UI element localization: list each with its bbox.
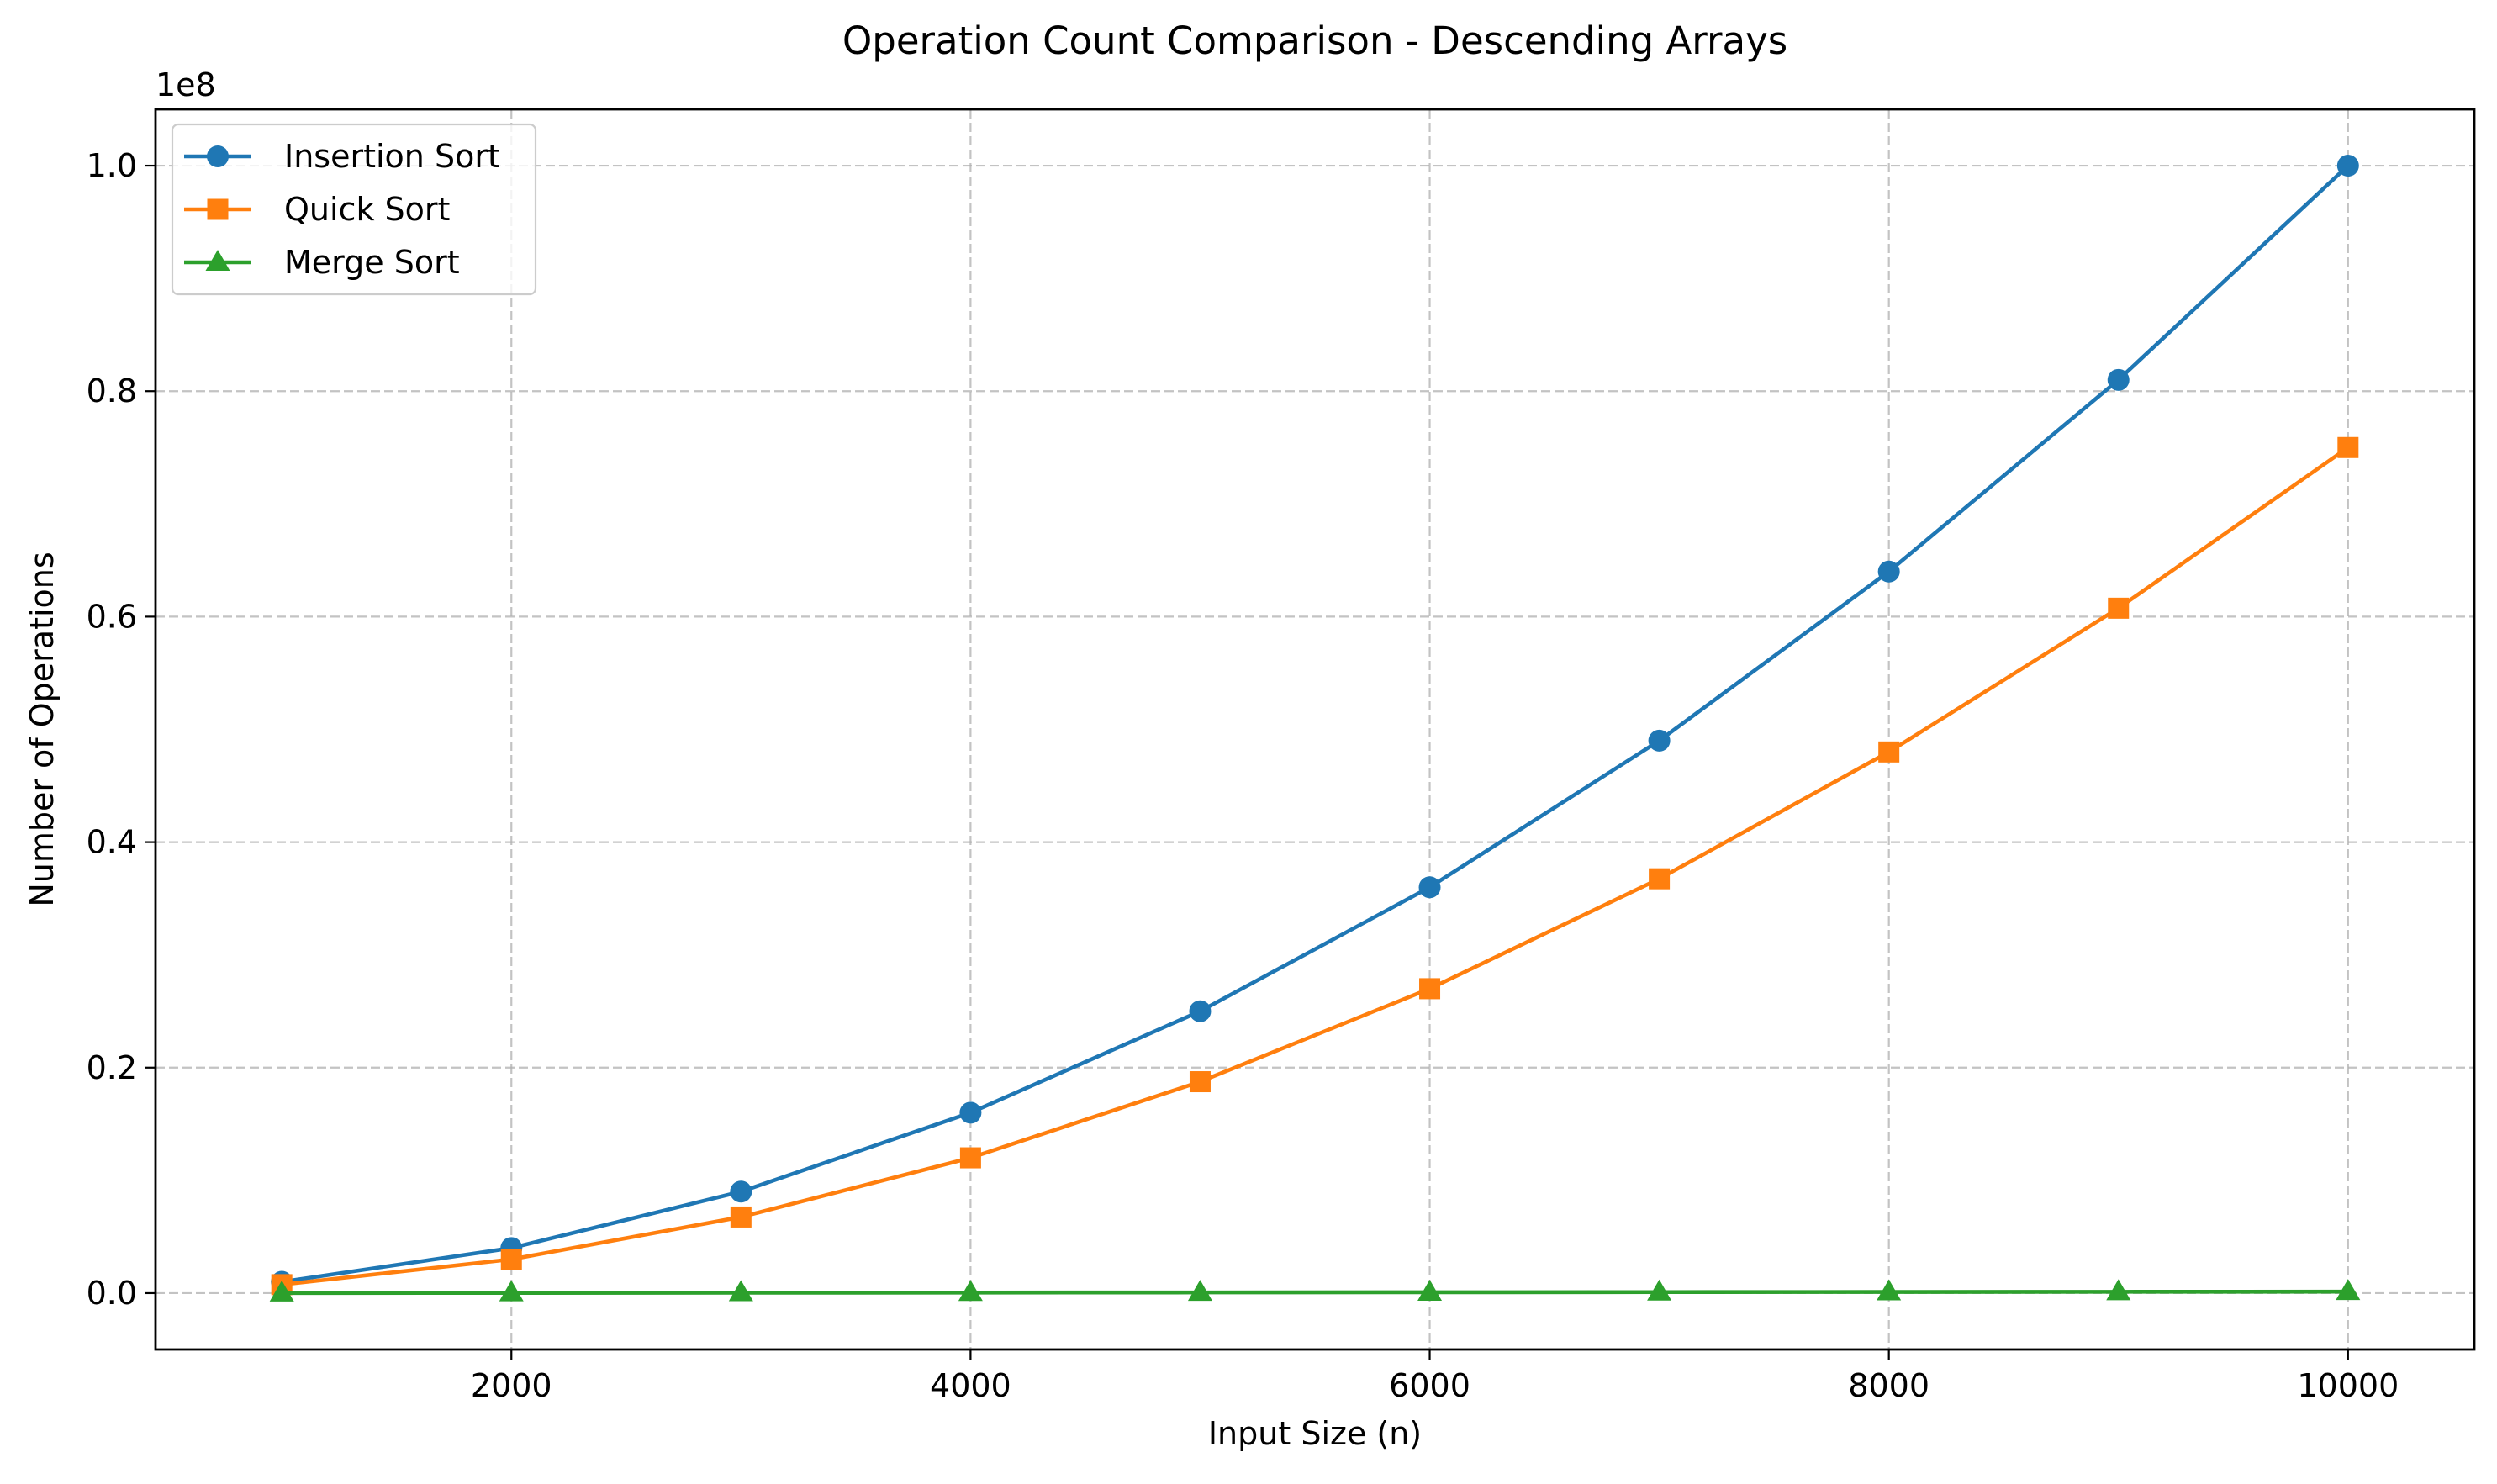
data-point-quick-sort: [500, 1249, 522, 1270]
data-point-insertion-sort: [1418, 876, 1441, 899]
y-tick-label: 0.0: [87, 1275, 137, 1312]
data-point-insertion-sort: [2336, 155, 2359, 177]
y-offset-label: 1e8: [156, 66, 216, 103]
data-point-insertion-sort: [1877, 560, 1900, 583]
x-tick-label: 10000: [2297, 1367, 2399, 1404]
series-merge-sort: [269, 1279, 2361, 1302]
data-point-quick-sort: [959, 1147, 981, 1169]
legend-item-insertion-sort: Insertion Sort: [184, 138, 500, 175]
data-point-quick-sort: [1189, 1071, 1211, 1093]
y-tick-label: 0.4: [87, 824, 137, 861]
x-tick-label: 8000: [1848, 1367, 1930, 1404]
data-point-quick-sort: [1878, 741, 1900, 763]
data-point-quick-sort: [1649, 868, 1671, 890]
data-point-merge-sort: [269, 1280, 294, 1302]
x-axis: 2000 4000 6000 8000 10000: [471, 1349, 2399, 1404]
legend-marker: [207, 198, 229, 220]
x-tick-label: 6000: [1389, 1367, 1470, 1404]
axes-frame: [154, 108, 2476, 1351]
data-point-quick-sort: [1419, 978, 1441, 1000]
data-point-insertion-sort: [2107, 368, 2130, 391]
legend-item-quick-sort: Quick Sort: [184, 191, 450, 228]
series-layer: [269, 155, 2361, 1302]
data-point-merge-sort: [2336, 1279, 2361, 1301]
data-point-merge-sort: [958, 1280, 983, 1302]
grid: [156, 109, 2474, 1349]
data-point-quick-sort: [2337, 436, 2359, 458]
y-axis-label: Number of Operations: [24, 552, 61, 906]
x-tick-label: 4000: [930, 1367, 1011, 1404]
data-point-insertion-sort: [730, 1180, 752, 1203]
x-axis-label: Input Size (n): [1208, 1415, 1422, 1452]
data-point-quick-sort: [730, 1206, 752, 1228]
legend-marker: [207, 145, 229, 167]
series-insertion-sort: [271, 155, 2359, 1293]
chart-title: Operation Count Comparison - Descending …: [842, 18, 1787, 63]
data-point-merge-sort: [2106, 1279, 2131, 1301]
data-point-insertion-sort: [959, 1101, 982, 1124]
x-tick-label: 2000: [471, 1367, 552, 1404]
y-tick-label: 0.2: [87, 1049, 137, 1086]
data-point-insertion-sort: [1189, 1000, 1212, 1022]
series-line-merge-sort: [279, 1289, 2351, 1296]
y-tick-label: 1.0: [87, 147, 137, 184]
legend-box: [171, 123, 537, 296]
data-point-insertion-sort: [1648, 729, 1671, 752]
data-point-merge-sort: [728, 1280, 753, 1302]
data-point-merge-sort: [1877, 1279, 1902, 1301]
legend: Insertion Sort Quick Sort Merge Sort: [171, 123, 537, 296]
legend-label: Quick Sort: [284, 191, 450, 228]
legend-marker: [205, 250, 230, 271]
legend-label: Insertion Sort: [284, 138, 500, 175]
y-tick-label: 0.6: [87, 598, 137, 635]
data-point-merge-sort: [1647, 1279, 1672, 1301]
data-point-merge-sort: [1187, 1280, 1212, 1302]
series-line-insertion-sort: [279, 162, 2352, 1285]
series-line-quick-sort: [279, 445, 2352, 1287]
legend-item-merge-sort: Merge Sort: [184, 244, 460, 281]
series-quick-sort: [271, 436, 2359, 1296]
y-tick-label: 0.8: [87, 372, 137, 409]
y-axis: 0.0 0.2 0.4 0.6 0.8 1.0: [87, 147, 156, 1312]
data-point-quick-sort: [2108, 597, 2130, 619]
data-point-merge-sort: [499, 1280, 524, 1302]
data-point-merge-sort: [1417, 1279, 1443, 1301]
legend-label: Merge Sort: [284, 244, 460, 281]
